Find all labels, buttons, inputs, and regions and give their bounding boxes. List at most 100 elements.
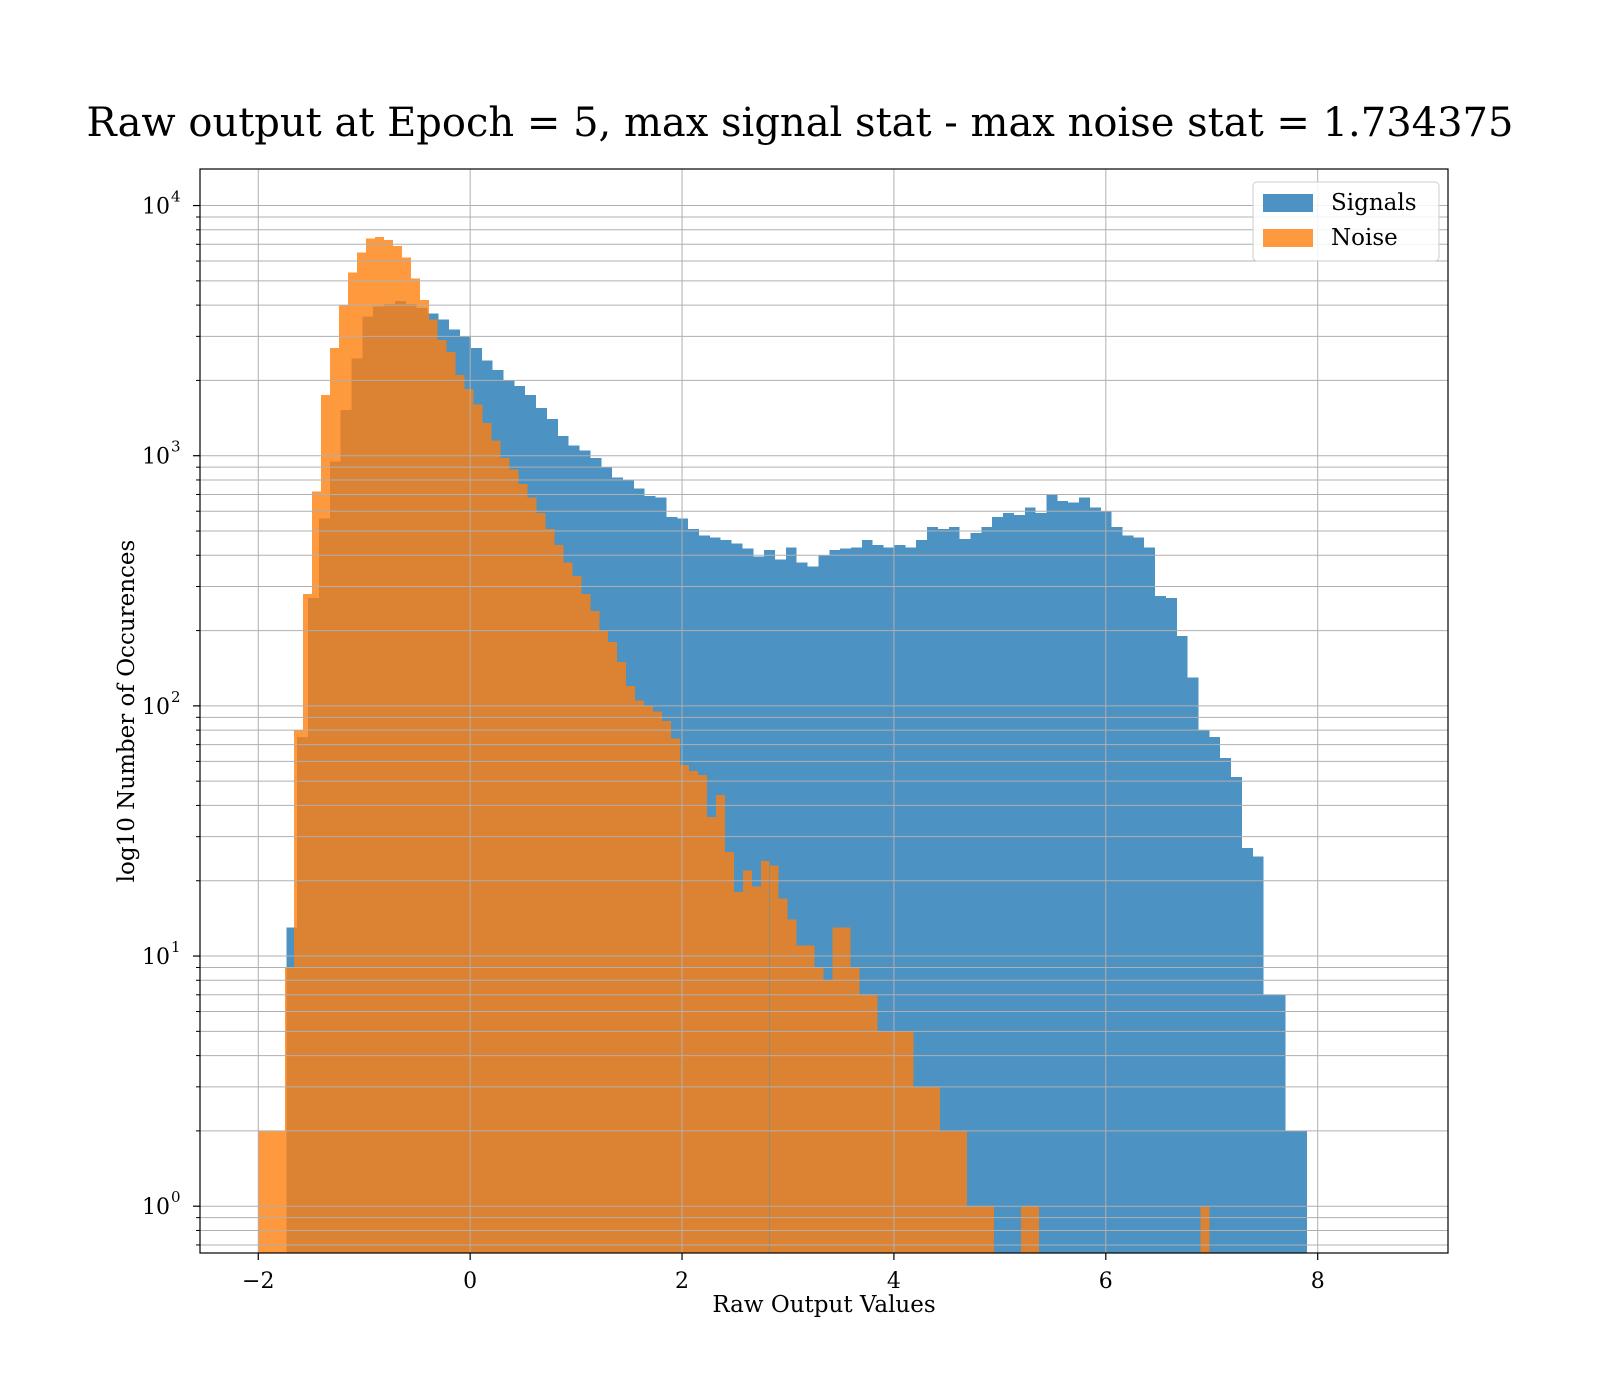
noise-bar (617, 661, 627, 1253)
y-tick-exponent: 1 (171, 938, 181, 956)
noise-bar (751, 886, 761, 1253)
noise-bar (671, 738, 681, 1253)
noise-bar (410, 278, 420, 1254)
noise-bar (958, 1130, 968, 1253)
noise-bar (985, 1206, 995, 1253)
x-tick-label: 4 (887, 1269, 901, 1294)
legend-label-noise: Noise (1331, 225, 1398, 251)
noise-bar (1021, 1206, 1030, 1253)
signals-bar (1155, 595, 1166, 1253)
noise-bar (509, 469, 519, 1254)
y-tick-exponent: 2 (171, 688, 181, 706)
noise-bar (769, 865, 779, 1253)
noise-bar (518, 484, 528, 1253)
noise-bar (491, 440, 501, 1253)
legend-swatch-signals (1263, 194, 1313, 212)
legend: Signals Noise (1252, 181, 1440, 262)
signals-bar (1263, 994, 1275, 1253)
signals-bar (981, 526, 993, 1253)
y-tick-label: 10 (142, 1195, 170, 1220)
noise-bar (554, 544, 564, 1253)
noise-bar (464, 388, 474, 1253)
noise-bar (895, 1031, 905, 1253)
x-tick-label: 8 (1311, 1269, 1325, 1294)
noise-bar (778, 898, 788, 1253)
noise-bar (473, 404, 483, 1253)
noise-bar (644, 705, 654, 1253)
noise-bar (787, 919, 797, 1253)
signals-bar (796, 562, 808, 1253)
noise-bar (931, 1086, 941, 1253)
signals-bar (970, 533, 982, 1253)
noise-bar (653, 711, 663, 1253)
noise-bar (1200, 1206, 1210, 1253)
noise-bar (294, 730, 304, 1253)
noise-bar (527, 497, 537, 1253)
signals-bar (807, 566, 819, 1253)
signals-bar (1198, 730, 1210, 1253)
signals-bar (894, 544, 906, 1253)
plot-frame (199, 168, 1449, 1254)
y-tick-label: 10 (142, 945, 170, 970)
signals-bar (840, 548, 852, 1253)
noise-bar (446, 351, 456, 1253)
noise-bar (536, 513, 546, 1253)
signals-bar (1046, 494, 1058, 1254)
noise-bar (303, 594, 313, 1253)
signals-bar (948, 526, 960, 1253)
noise-bar (356, 252, 366, 1254)
noise-bar (796, 945, 806, 1253)
signals-bar (927, 526, 938, 1253)
noise-bar (401, 257, 411, 1253)
noise-bar (330, 347, 340, 1253)
noise-bar (913, 1086, 923, 1253)
noise-bar (545, 528, 555, 1253)
noise-bar (940, 1130, 950, 1253)
noise-bar (608, 642, 618, 1253)
y-tick-label: 10 (142, 695, 170, 720)
signals-bar (818, 555, 830, 1253)
signals-bar (1013, 514, 1025, 1253)
noise-bar (859, 994, 869, 1253)
signals-bar (1187, 677, 1199, 1253)
noise-bar (680, 765, 689, 1253)
noise-bar (267, 1130, 277, 1253)
signals-bar (1003, 513, 1014, 1253)
noise-bar (877, 1031, 887, 1253)
noise-bar (500, 457, 510, 1253)
y-tick-exponent: 3 (171, 438, 181, 456)
noise-bar (383, 239, 393, 1253)
y-tick-label: 10 (142, 445, 170, 470)
noise-bar (949, 1130, 959, 1253)
signals-bar (829, 549, 841, 1253)
noise-bar (742, 870, 752, 1253)
noise-bar (599, 630, 609, 1253)
noise-bar (976, 1206, 986, 1253)
signals-bar (1133, 537, 1145, 1253)
signals-bar (1285, 1130, 1297, 1253)
signals-bar (1144, 547, 1156, 1253)
noise-bar (904, 1031, 914, 1253)
signals-bar (785, 547, 797, 1253)
noise-bar (886, 1031, 896, 1253)
x-tick-label: 6 (1099, 1269, 1113, 1294)
signals-bar (1165, 597, 1177, 1253)
noise-bar (715, 795, 725, 1253)
noise-bar (868, 994, 878, 1253)
chart-title: Raw output at Epoch = 5, max signal stat… (86, 100, 1514, 146)
noise-bar (724, 852, 734, 1253)
y-tick-label: 10 (142, 195, 170, 220)
noise-bar (339, 305, 348, 1254)
noise-bar (482, 423, 492, 1253)
y-tick-exponent: 0 (171, 1188, 181, 1206)
noise-bar (285, 967, 295, 1253)
signals-bar (992, 516, 1004, 1253)
noise-bar (590, 610, 600, 1253)
noise-bar (850, 967, 860, 1253)
signals-bar (1274, 994, 1286, 1253)
signals-bar (1035, 513, 1047, 1253)
signals-bar (1176, 636, 1188, 1253)
noise-bar (760, 860, 770, 1253)
y-axis-label: log10 Number of Occurences (114, 540, 140, 883)
